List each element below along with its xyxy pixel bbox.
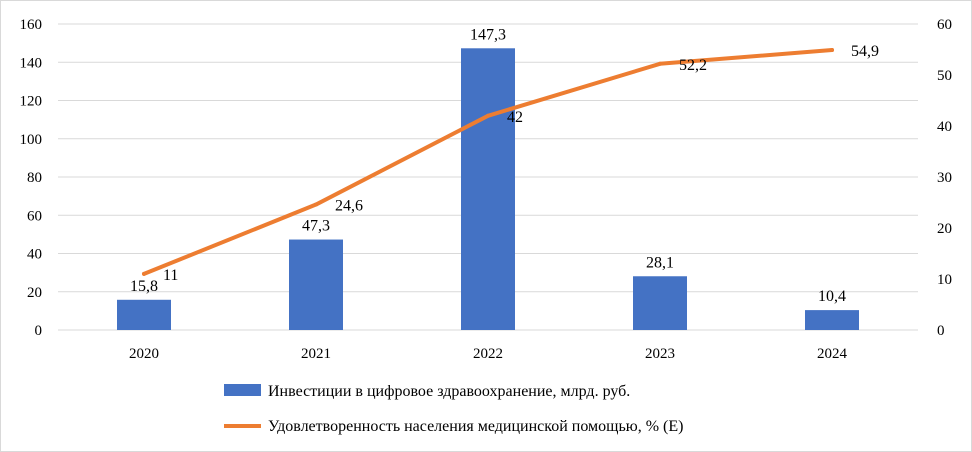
- left-axis-ticks: 0 20 40 60 80 100 120 140 160: [20, 17, 43, 339]
- right-axis-tick-label: 0: [937, 323, 945, 339]
- bar: [461, 48, 515, 330]
- line-data-label: 11: [163, 267, 178, 284]
- bar-data-label: 15,8: [130, 278, 158, 295]
- x-axis-tick-label: 2023: [645, 346, 675, 362]
- bar-data-label: 147,3: [470, 26, 506, 43]
- x-axis-tick-label: 2020: [129, 346, 159, 362]
- legend: Инвестиции в цифровое здравоохранение, м…: [224, 383, 683, 435]
- legend-line-label: Удовлетворенность населения медицинской …: [268, 418, 683, 435]
- line-data-label: 42: [507, 109, 523, 126]
- line-point: [486, 113, 490, 118]
- legend-bar-swatch: [224, 384, 261, 396]
- bar-data-labels: 15,8 47,3 147,3 28,1 10,4: [130, 26, 846, 305]
- bar: [117, 299, 171, 330]
- left-axis-tick-label: 40: [27, 247, 42, 263]
- bar-data-label: 10,4: [818, 288, 846, 305]
- left-axis-tick-label: 0: [35, 323, 43, 339]
- line-point: [314, 202, 318, 207]
- legend-bar-label: Инвестиции в цифровое здравоохранение, м…: [268, 383, 630, 400]
- x-axis-ticks: 2020 2021 2022 2023 2024: [129, 346, 848, 362]
- line-data-labels: 11 24,6 42 52,2 54,9: [163, 43, 879, 284]
- line-data-label: 24,6: [335, 198, 363, 215]
- left-axis-tick-label: 20: [27, 285, 42, 301]
- line-point: [142, 271, 146, 276]
- line-series: [142, 48, 834, 276]
- bar-data-label: 28,1: [646, 254, 674, 271]
- x-axis-tick-label: 2022: [473, 346, 503, 362]
- line-data-label: 52,2: [679, 57, 707, 74]
- right-axis-tick-label: 60: [937, 17, 952, 33]
- right-axis-tick-label: 40: [937, 119, 952, 135]
- x-axis-tick-label: 2021: [301, 346, 331, 362]
- bar: [805, 310, 859, 330]
- bar: [633, 276, 687, 330]
- left-axis-tick-label: 160: [20, 17, 43, 33]
- bar-data-label: 47,3: [302, 218, 330, 235]
- left-axis-tick-label: 140: [20, 55, 43, 71]
- right-axis-tick-label: 30: [937, 170, 952, 186]
- bar-series: [117, 48, 859, 330]
- left-axis-tick-label: 120: [20, 94, 43, 110]
- bar: [289, 239, 343, 330]
- left-axis-tick-label: 80: [27, 170, 42, 186]
- line-point: [658, 61, 662, 66]
- line-point: [830, 48, 834, 53]
- left-axis-tick-label: 60: [27, 208, 42, 224]
- left-axis-tick-label: 100: [20, 132, 43, 148]
- right-axis-tick-label: 50: [937, 68, 952, 84]
- line-data-label: 54,9: [851, 43, 879, 60]
- right-axis-tick-label: 20: [937, 221, 952, 237]
- x-axis-tick-label: 2024: [817, 346, 848, 362]
- right-axis-tick-label: 10: [937, 272, 952, 288]
- right-axis-ticks: 0 10 20 30 40 50 60: [937, 17, 952, 339]
